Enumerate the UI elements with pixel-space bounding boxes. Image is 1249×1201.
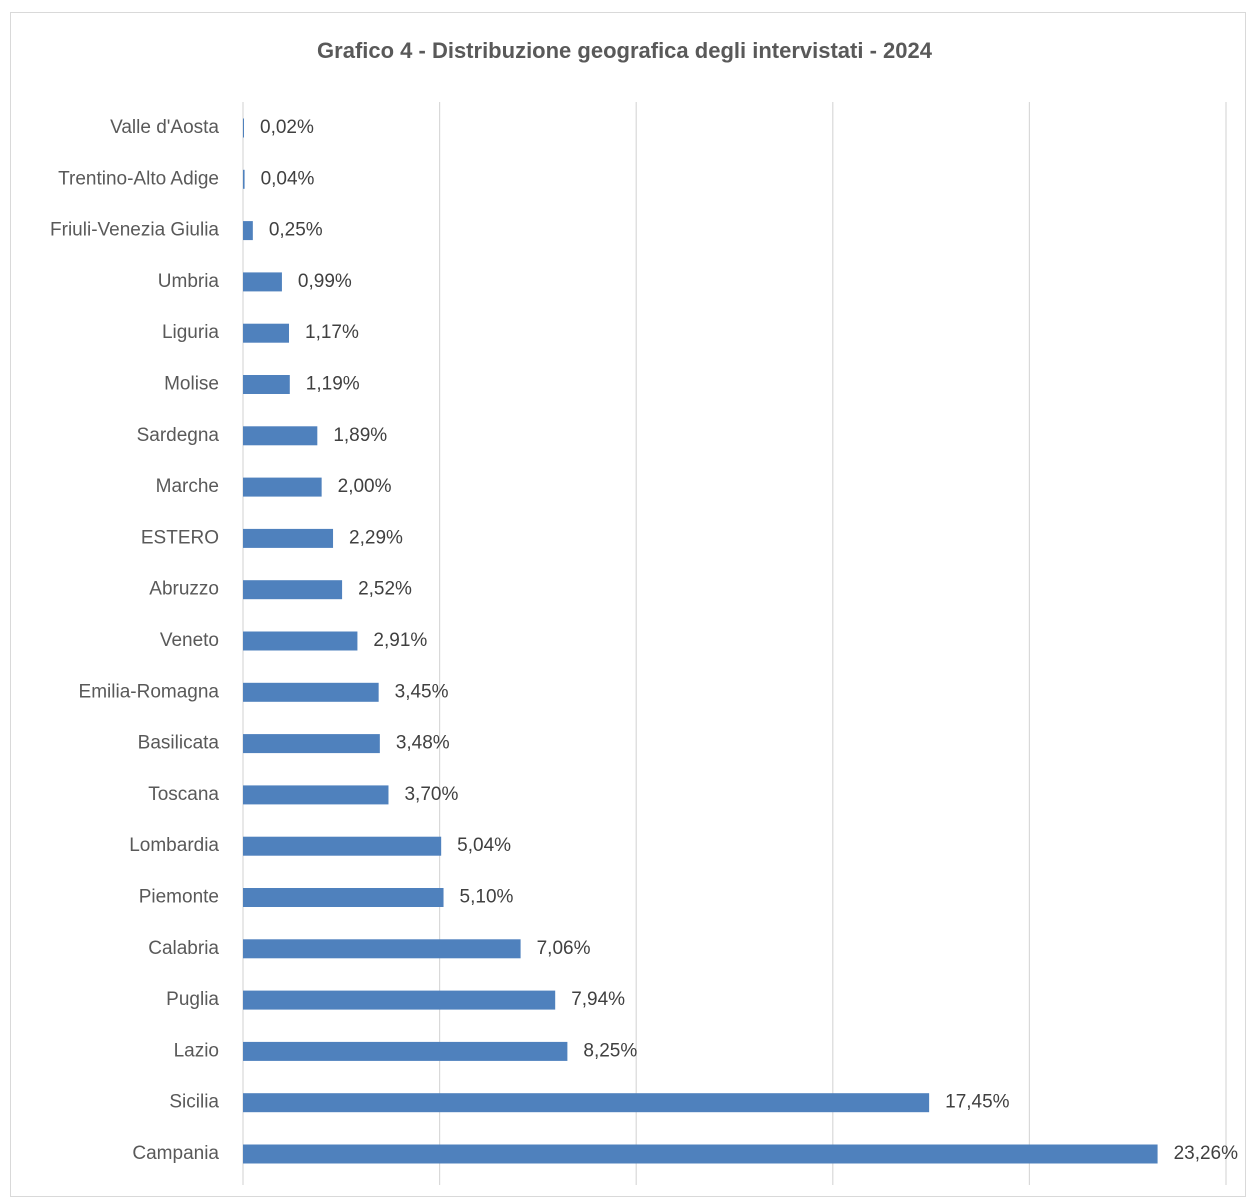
bar xyxy=(243,836,442,856)
chart-title: Grafico 4 - Distribuzione geografica deg… xyxy=(317,38,932,63)
data-label: 5,04% xyxy=(457,835,511,856)
bar xyxy=(243,426,318,446)
bar xyxy=(243,375,290,394)
data-label: 23,26% xyxy=(1174,1143,1239,1164)
data-label: 0,02% xyxy=(260,117,314,138)
category-label: Piemonte xyxy=(139,887,219,908)
data-label: 7,06% xyxy=(537,938,591,959)
bar xyxy=(243,272,282,292)
data-label: 1,17% xyxy=(305,322,359,343)
category-label: Sardegna xyxy=(137,425,220,446)
bar xyxy=(243,939,521,959)
bar xyxy=(243,990,556,1010)
data-label: 2,00% xyxy=(338,476,392,497)
bar xyxy=(243,118,244,138)
chart-frame xyxy=(10,12,1246,1197)
bar xyxy=(243,785,389,805)
data-label: 3,48% xyxy=(396,733,450,754)
category-label: Marche xyxy=(156,476,219,497)
category-label: Calabria xyxy=(148,938,219,959)
data-label: 2,52% xyxy=(358,579,412,600)
data-label: 17,45% xyxy=(945,1092,1010,1113)
data-label: 5,10% xyxy=(460,887,514,908)
bar xyxy=(243,734,380,754)
category-label: Sicilia xyxy=(169,1092,219,1113)
category-label: Trentino-Alto Adige xyxy=(58,168,219,189)
category-label: Toscana xyxy=(148,784,219,805)
category-label: Veneto xyxy=(160,630,219,651)
category-label: Friuli-Venezia Giulia xyxy=(50,220,219,241)
category-label: Emilia-Romagna xyxy=(79,681,220,702)
bar xyxy=(243,631,358,651)
data-label: 7,94% xyxy=(571,989,625,1010)
data-label: 2,29% xyxy=(349,527,403,548)
category-label: Abruzzo xyxy=(149,579,219,600)
bar xyxy=(243,169,245,189)
bar xyxy=(243,528,334,548)
data-label: 8,25% xyxy=(583,1040,637,1061)
bar xyxy=(243,580,343,600)
data-label: 3,45% xyxy=(395,681,449,702)
category-label: Campania xyxy=(132,1143,219,1164)
bar xyxy=(243,1093,930,1113)
bar xyxy=(243,1144,1158,1164)
data-label: 0,99% xyxy=(298,271,352,292)
category-label: Puglia xyxy=(166,989,219,1010)
category-label: Basilicata xyxy=(138,733,220,754)
bar xyxy=(243,323,290,343)
category-label: Valle d'Aosta xyxy=(110,117,219,138)
data-label: 1,89% xyxy=(333,425,387,446)
bar xyxy=(243,682,379,702)
category-label: Lombardia xyxy=(129,835,219,856)
bars xyxy=(243,118,1158,1164)
data-label: 0,25% xyxy=(269,220,323,241)
gridlines xyxy=(242,102,1227,1185)
bar xyxy=(243,221,253,241)
data-label: 3,70% xyxy=(404,784,458,805)
category-label: Liguria xyxy=(162,322,219,343)
labels: Valle d'Aosta 0,02% Trentino-Alto Adige 0,0… xyxy=(50,117,1238,1164)
category-label: Lazio xyxy=(174,1040,219,1061)
category-label: Molise xyxy=(164,374,219,395)
bar xyxy=(243,1041,568,1061)
bar xyxy=(243,477,322,497)
bar xyxy=(243,888,444,907)
data-label: 1,19% xyxy=(306,374,360,395)
data-label: 0,04% xyxy=(261,168,315,189)
category-label: Umbria xyxy=(158,271,220,292)
data-label: 2,91% xyxy=(373,630,427,651)
category-label: ESTERO xyxy=(141,527,219,548)
